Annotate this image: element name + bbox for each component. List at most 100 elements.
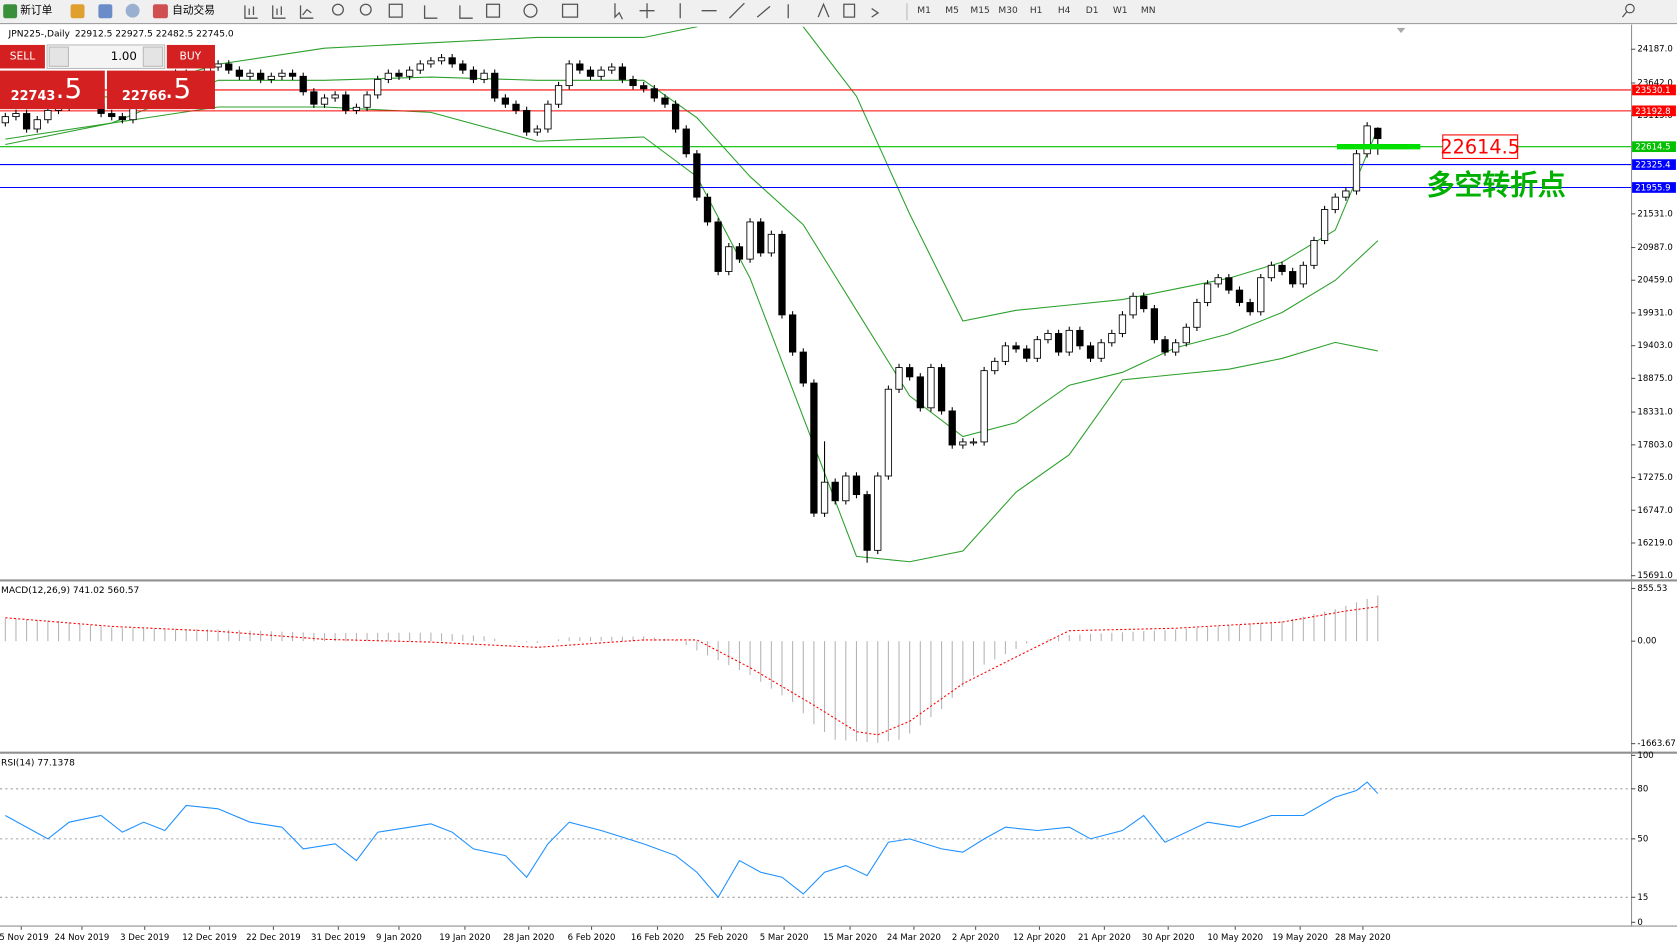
search-icon <box>1622 11 1628 18</box>
tool-icon[interactable] <box>272 5 286 19</box>
macd-bar <box>749 641 751 676</box>
timeframe-button[interactable]: M30 <box>998 6 1018 16</box>
candle-body <box>1108 333 1116 344</box>
lots-down[interactable] <box>48 46 69 67</box>
macd-bar <box>653 637 655 642</box>
macd-bar <box>1366 598 1368 642</box>
price-pane <box>0 26 1632 563</box>
tool-icon[interactable] <box>614 2 880 20</box>
candle-body <box>618 66 627 80</box>
candle-body <box>437 57 446 62</box>
candle-body <box>831 481 839 502</box>
new-order-icon[interactable] <box>3 4 18 19</box>
macd-bar <box>589 637 592 642</box>
search-icon[interactable] <box>1625 3 1635 14</box>
tool-icon[interactable] <box>561 3 579 18</box>
auto-trading-icon[interactable] <box>152 4 168 19</box>
tool-icon[interactable] <box>244 5 258 19</box>
timeframe-button[interactable]: MN <box>1141 6 1156 16</box>
macd-bar <box>47 620 49 642</box>
macd-bar <box>1228 625 1230 642</box>
macd-bar <box>887 641 889 742</box>
tool-icon[interactable] <box>331 3 344 16</box>
tool-icon[interactable] <box>388 3 403 18</box>
candle-body <box>374 78 382 96</box>
candle-body <box>969 441 978 444</box>
macd-bar <box>579 637 581 642</box>
new-order-button[interactable]: 新订单 <box>20 4 52 17</box>
timeframe-button[interactable]: M15 <box>970 6 989 16</box>
macd-bar <box>792 641 794 703</box>
macd-bar <box>377 632 379 642</box>
tool-icon[interactable] <box>523 3 538 18</box>
toolbar-icon[interactable] <box>98 4 113 19</box>
macd-bar <box>313 632 315 642</box>
candle-body <box>778 233 786 316</box>
price-level-label: 21955.9 <box>1635 184 1670 194</box>
macd-bar <box>355 632 357 642</box>
macd-bar <box>558 639 560 642</box>
candle-body <box>735 246 744 260</box>
sell-label[interactable]: SELL <box>10 50 35 63</box>
tool-icon[interactable] <box>359 3 372 16</box>
macd-bar <box>994 641 996 660</box>
tool-icon[interactable] <box>299 5 314 19</box>
candle-body <box>703 196 712 223</box>
bollinger-upper <box>5 26 1379 322</box>
timeframe-button[interactable]: W1 <box>1113 6 1128 16</box>
timeframe-button[interactable]: H1 <box>1030 6 1043 16</box>
timeframe-button[interactable]: D1 <box>1086 6 1099 16</box>
macd-bar <box>675 639 677 642</box>
macd-bar <box>706 641 709 656</box>
macd-bar <box>15 618 17 642</box>
y-tick-label: 16219.0 <box>1637 538 1672 548</box>
x-tick-label: 24 Nov 2019 <box>55 933 110 943</box>
candle-body <box>1235 289 1244 303</box>
timeframe-button[interactable]: M1 <box>917 6 931 16</box>
y-tick-label: 100 <box>1637 751 1653 761</box>
macd-bar <box>1292 619 1294 642</box>
tool-icon[interactable] <box>423 5 473 19</box>
candle-body <box>1118 314 1127 334</box>
buy-price-box[interactable] <box>106 70 215 110</box>
buy-label[interactable]: BUY <box>180 50 202 63</box>
price-level-tag <box>1632 141 1676 153</box>
toolbar: 新订单 自动交易 M1 M5 M15 M30 H1 H4 D1 W1 MN <box>0 0 1677 25</box>
macd-bar <box>483 636 485 642</box>
price-level-label: 22614.5 <box>1635 143 1670 153</box>
toolbar-icon[interactable] <box>70 4 85 19</box>
tool-icon[interactable] <box>485 3 501 18</box>
macd-bar <box>1377 595 1379 642</box>
sell-price-box[interactable] <box>0 70 105 110</box>
candle-body <box>937 367 946 412</box>
timeframe-button[interactable]: M5 <box>945 6 959 16</box>
candle-body <box>693 153 701 198</box>
macd-bar <box>941 641 943 709</box>
candle-body <box>33 119 41 130</box>
macd-bar <box>1132 631 1134 642</box>
toolbar-icon[interactable] <box>125 3 140 18</box>
sell-button[interactable] <box>0 44 45 69</box>
candle-body <box>906 367 914 378</box>
buy-button[interactable] <box>166 44 215 69</box>
x-tick-label: 21 Apr 2020 <box>1078 933 1131 943</box>
candle-body <box>108 113 116 118</box>
auto-trading-button[interactable]: 自动交易 <box>172 4 215 17</box>
candle-body <box>1086 345 1095 359</box>
lots-box[interactable] <box>46 44 166 70</box>
y-tick-label: 20987.0 <box>1637 243 1672 253</box>
timeframe-button[interactable]: H4 <box>1058 6 1071 16</box>
lots-value[interactable]: 1.00 <box>111 49 137 63</box>
candle-body <box>384 72 392 80</box>
timeframe-bar: M1 M5 M15 M30 H1 H4 D1 W1 MN <box>917 6 1155 16</box>
candle-body <box>991 360 999 372</box>
macd-bar <box>877 641 879 743</box>
candle-body <box>608 66 616 71</box>
lots-up[interactable] <box>142 46 164 67</box>
candle-body <box>523 109 531 133</box>
macd-bar <box>1260 623 1262 642</box>
price-level-tag <box>1632 159 1676 170</box>
y-tick-label: 18875.0 <box>1637 374 1672 384</box>
